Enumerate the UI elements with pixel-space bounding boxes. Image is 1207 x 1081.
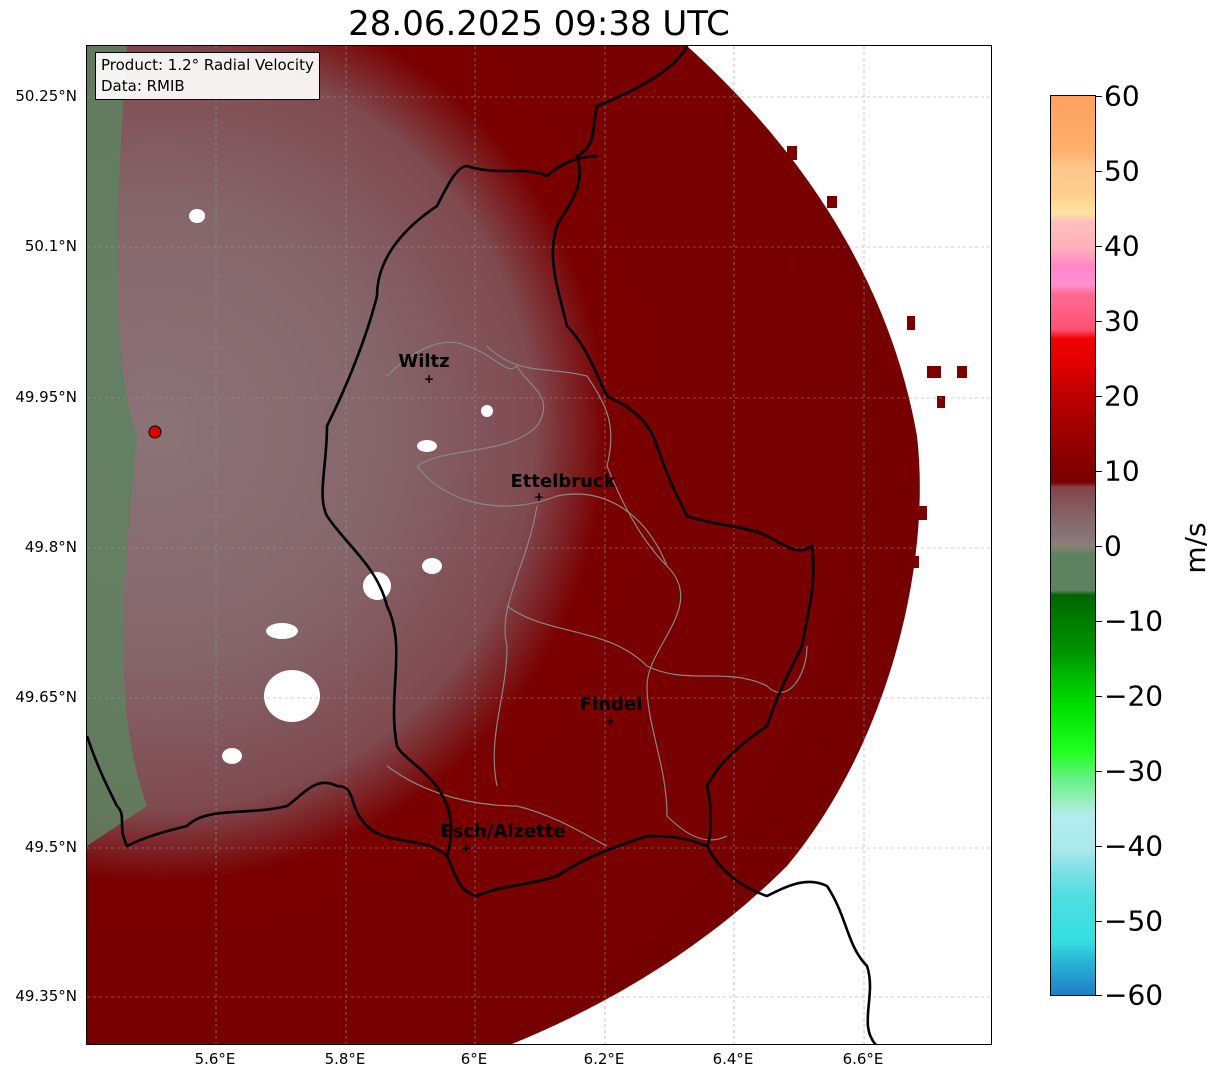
no-data-patches: [189, 209, 493, 764]
colorbar-tick: 40: [1104, 229, 1140, 263]
colorbar-tickmark: [1096, 171, 1102, 172]
city-marker: +: [423, 372, 435, 386]
lon-tick: 6.4°E: [712, 1050, 754, 1068]
city-marker: +: [533, 490, 545, 504]
lon-tick: 6°E: [460, 1050, 488, 1068]
city-label-ettelbruck: Ettelbruck: [510, 471, 616, 492]
product-info-box: Product: 1.2° Radial Velocity Data: RMIB: [95, 52, 320, 100]
colorbar-tickmark: [1096, 846, 1102, 847]
colorbar-tickmark: [1096, 96, 1102, 97]
lat-tick: 49.35°N: [15, 987, 77, 1005]
colorbar-tick: −50: [1104, 904, 1164, 938]
lon-tick: 5.6°E: [194, 1050, 236, 1068]
lat-tick: 49.65°N: [15, 688, 77, 706]
approaching-strip: [87, 46, 147, 846]
colorbar-tick: 10: [1104, 454, 1140, 488]
colorbar-tickmark: [1096, 696, 1102, 697]
city-label-findel: Findel: [579, 694, 643, 715]
canton-borders: [386, 341, 808, 847]
radar-site-marker: [148, 425, 162, 439]
city-label-wiltz: Wiltz: [398, 351, 450, 372]
product-label: Product: 1.2° Radial Velocity: [101, 56, 314, 74]
colorbar-tick: 50: [1104, 154, 1140, 188]
colorbar-tick: 60: [1104, 79, 1140, 113]
city-label-esch-alzette: Esch/Alzette: [440, 821, 566, 842]
lon-tick: 6.2°E: [583, 1050, 625, 1068]
country-border: [87, 46, 878, 1044]
data-source-label: Data: RMIB: [101, 77, 185, 95]
colorbar-tick: −20: [1104, 679, 1164, 713]
colorbar-tick: −40: [1104, 829, 1164, 863]
lat-tick: 50.25°N: [15, 87, 77, 105]
city-marker: +: [460, 841, 472, 855]
colorbar-tick: −60: [1104, 978, 1164, 1012]
colorbar-tick: 20: [1104, 379, 1140, 413]
colorbar-tickmark: [1096, 321, 1102, 322]
radar-velocity-field: [87, 46, 991, 1044]
lat-tick: 50.1°N: [24, 237, 77, 255]
colorbar-tickmark: [1096, 921, 1102, 922]
lat-tick: 49.8°N: [24, 538, 77, 556]
colorbar: [1050, 95, 1096, 996]
lat-tick: 49.5°N: [24, 838, 77, 856]
colorbar-tickmark: [1096, 246, 1102, 247]
colorbar-tickmark: [1096, 621, 1102, 622]
radar-map[interactable]: [86, 45, 992, 1045]
colorbar-tickmark: [1096, 995, 1102, 996]
lon-tick: 5.8°E: [324, 1050, 366, 1068]
colorbar-tick: −30: [1104, 754, 1164, 788]
map-title: 28.06.2025 09:38 UTC: [348, 4, 730, 44]
colorbar-tick: 30: [1104, 304, 1140, 338]
grid: [87, 46, 991, 1044]
lat-tick: 49.95°N: [15, 388, 77, 406]
echo-fringe: [547, 146, 967, 1004]
colorbar-tickmark: [1096, 396, 1102, 397]
colorbar-tick: −10: [1104, 604, 1164, 638]
colorbar-tickmark: [1096, 471, 1102, 472]
city-marker: +: [604, 714, 616, 728]
colorbar-tickmark: [1096, 771, 1102, 772]
colorbar-unit-label: m/s: [1179, 522, 1207, 574]
colorbar-tickmark: [1096, 546, 1102, 547]
colorbar-tick: 0: [1104, 529, 1122, 563]
echo-area: [87, 46, 920, 1044]
lon-tick: 6.6°E: [842, 1050, 884, 1068]
